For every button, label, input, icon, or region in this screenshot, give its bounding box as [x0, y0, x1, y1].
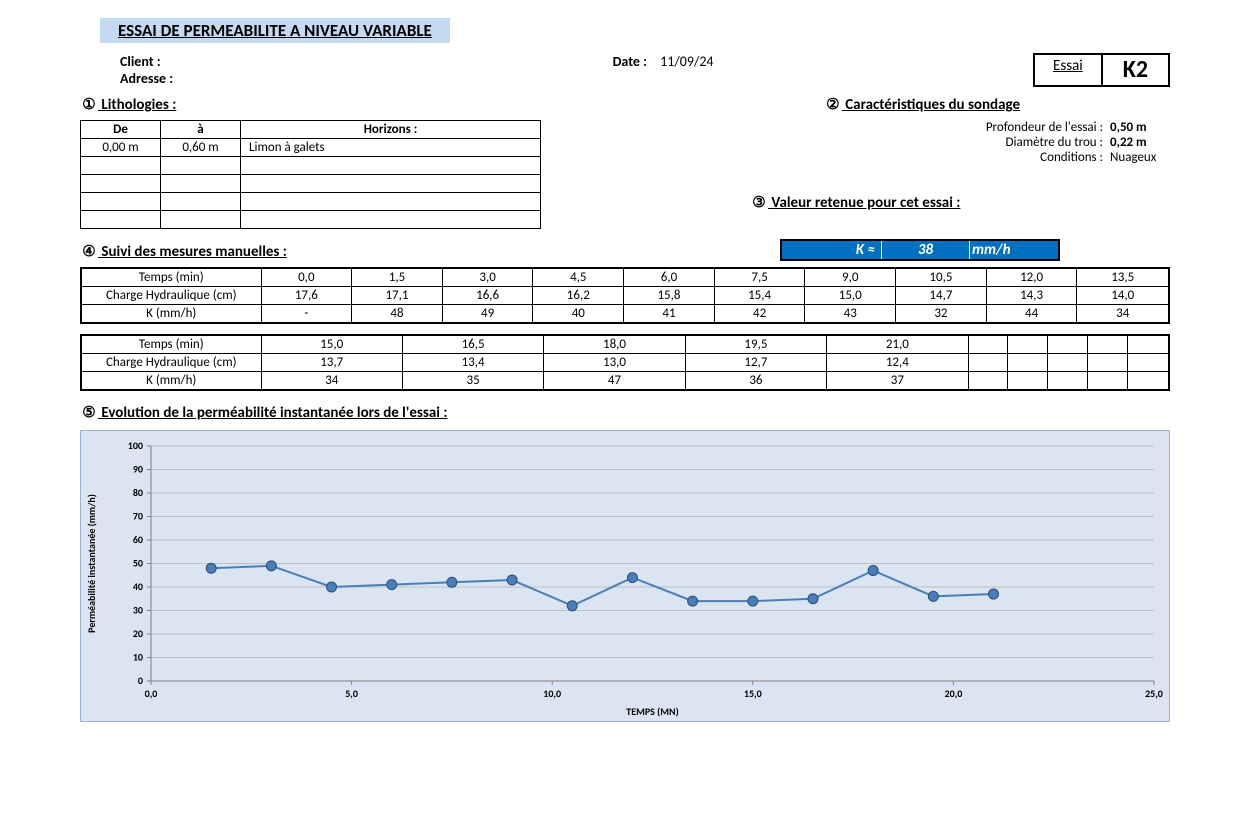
- section4-title: ④ Suivi des mesures manuelles :: [80, 242, 287, 261]
- svg-text:40: 40: [133, 580, 143, 593]
- table-row: [81, 211, 541, 229]
- page-title-bar: ESSAI DE PERMEABILITE A NIVEAU VARIABLE: [100, 18, 450, 43]
- svg-text:0,0: 0,0: [145, 687, 158, 700]
- measurement-table-2: Temps (min)15,016,518,019,521,0Charge Hy…: [80, 334, 1170, 391]
- svg-text:20: 20: [133, 627, 143, 640]
- svg-text:50: 50: [133, 557, 143, 570]
- section1-title: ① Lithologies :: [80, 95, 176, 114]
- table-row: K (mm/h)3435473637: [81, 372, 1169, 391]
- k-unit: mm/h: [970, 241, 1058, 259]
- essai-value: K2: [1103, 55, 1168, 85]
- carac-item: Diamètre du trou : 0,22 m: [750, 135, 1170, 150]
- svg-text:70: 70: [133, 510, 143, 523]
- client-label: Client :: [120, 53, 173, 70]
- essai-box: Essai K2: [1033, 53, 1170, 87]
- essai-label: Essai: [1035, 55, 1103, 85]
- table-row: K (mm/h)-484940414243324434: [81, 305, 1169, 324]
- table-row: [81, 193, 541, 211]
- section3-title: ③ Valeur retenue pour cet essai :: [750, 193, 1170, 212]
- lithology-table: De à Horizons : 0,00 m0,60 mLimon à gale…: [80, 120, 541, 229]
- svg-text:25,0: 25,0: [1145, 687, 1163, 700]
- table-row: Charge Hydraulique (cm)17,617,116,616,21…: [81, 287, 1169, 305]
- header-row: Client : Adresse : Date : 11/09/24 Essai…: [80, 53, 1170, 87]
- svg-text:30: 30: [133, 604, 143, 617]
- section2-title: ② Caractéristiques du sondage: [824, 95, 1020, 114]
- date-value: 11/09/24: [660, 53, 713, 70]
- svg-text:Perméabilité instantanée (mm/h: Perméabilité instantanée (mm/h): [85, 494, 98, 633]
- k-value: 38: [882, 241, 970, 259]
- k-retained-box: K ≈ 38 mm/h: [780, 239, 1060, 261]
- table-row: 0,00 m0,60 mLimon à galets: [81, 139, 541, 157]
- svg-text:0: 0: [138, 674, 143, 687]
- carac-item: Profondeur de l'essai : 0,50 m: [750, 120, 1170, 135]
- adresse-label: Adresse :: [120, 70, 173, 87]
- table-row: Temps (min)15,016,518,019,521,0: [81, 335, 1169, 354]
- date-label: Date :: [613, 53, 647, 70]
- svg-text:5,0: 5,0: [345, 687, 358, 700]
- table-row: Charge Hydraulique (cm)13,713,413,012,71…: [81, 354, 1169, 372]
- carac-list: Profondeur de l'essai : 0,50 m Diamètre …: [750, 120, 1170, 165]
- section5-title: ⑤ Evolution de la perméabilité instantan…: [80, 403, 1170, 422]
- table-row: [81, 157, 541, 175]
- k-symbol: K ≈: [782, 241, 882, 259]
- table-row: [81, 175, 541, 193]
- permeability-chart: 0 10 20 30 40 50 60 70 80 90 100 0,0 5,0 10,0 15,0 20,0…: [80, 430, 1170, 722]
- svg-text:TEMPS (MN): TEMPS (MN): [626, 705, 678, 718]
- svg-text:80: 80: [133, 486, 143, 499]
- carac-item: Conditions : Nuageux: [750, 150, 1170, 165]
- date-block: Date : 11/09/24: [613, 53, 714, 87]
- svg-text:100: 100: [128, 439, 143, 452]
- svg-text:10: 10: [133, 651, 143, 664]
- svg-text:15,0: 15,0: [744, 687, 762, 700]
- svg-text:10,0: 10,0: [543, 687, 561, 700]
- svg-text:60: 60: [133, 533, 143, 546]
- svg-text:20,0: 20,0: [945, 687, 963, 700]
- table-row: Temps (min)0,01,53,04,56,07,59,010,512,0…: [81, 268, 1169, 287]
- measurement-table-1: Temps (min)0,01,53,04,56,07,59,010,512,0…: [80, 267, 1170, 324]
- svg-text:90: 90: [133, 463, 143, 476]
